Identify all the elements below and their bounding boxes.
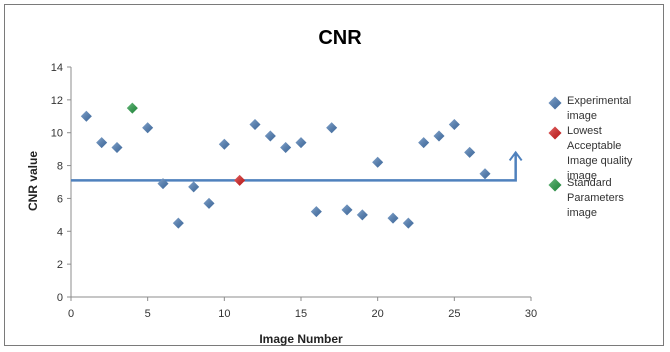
- data-point-experimental: [433, 130, 445, 142]
- legend-label: Parameters: [567, 192, 624, 204]
- y-tick-label: 4: [57, 226, 63, 238]
- legend-label: image: [567, 170, 597, 182]
- data-point-experimental: [402, 217, 414, 229]
- x-tick-label: 10: [218, 308, 230, 320]
- x-tick-label: 5: [145, 308, 151, 320]
- data-point-experimental: [157, 178, 169, 190]
- legend-label: image: [567, 207, 597, 219]
- data-point-experimental: [280, 142, 292, 153]
- data-point-experimental: [341, 204, 353, 216]
- axes-group: 0 2 4 6 8 10 12 14 0 5 10 15 20 25 30: [51, 62, 537, 320]
- chart-title: CNR: [318, 27, 362, 49]
- data-point-experimental: [310, 206, 322, 218]
- data-point-experimental: [172, 217, 184, 229]
- data-point-experimental: [142, 122, 154, 134]
- data-point-experimental: [479, 168, 491, 180]
- data-point-experimental: [111, 142, 123, 153]
- legend-label: Standard: [567, 177, 612, 189]
- data-point-experimental: [218, 138, 230, 150]
- data-point-experimental: [356, 209, 368, 221]
- legend-marker: [548, 126, 562, 140]
- chart-frame: [4, 4, 664, 346]
- legend-label: Acceptable: [567, 140, 621, 152]
- x-tick-label: 30: [525, 308, 537, 320]
- y-tick-label: 8: [57, 161, 63, 173]
- data-point-experimental: [418, 137, 430, 149]
- x-axis-label: Image Number: [259, 332, 343, 346]
- data-point-experimental: [80, 110, 92, 122]
- legend-label: Experimental: [567, 95, 631, 107]
- y-axis-label: CNR value: [26, 151, 40, 211]
- data-point-experimental: [372, 156, 384, 168]
- y-tick-label: 10: [51, 128, 63, 140]
- legend: Experimental image Lowest Acceptable Image q…: [548, 95, 633, 219]
- threshold-arrowhead: [508, 150, 523, 162]
- data-point-experimental: [96, 137, 108, 149]
- x-tick-label: 15: [295, 308, 307, 320]
- y-tick-label: 14: [51, 62, 63, 74]
- data-point-experimental: [249, 119, 261, 130]
- legend-label: Lowest: [567, 125, 602, 137]
- data-point-experimental: [326, 122, 338, 134]
- data-point-standard-parameters: [126, 102, 138, 114]
- y-tick-label: 6: [57, 193, 63, 205]
- legend-label: image: [567, 110, 597, 122]
- x-tick-label: 25: [448, 308, 460, 320]
- threshold-line: [71, 152, 517, 182]
- data-point-experimental: [448, 119, 460, 130]
- x-tick-label: 20: [372, 308, 384, 320]
- y-tick-label: 12: [51, 95, 63, 107]
- y-tick-label: 2: [57, 259, 63, 271]
- data-point-lowest-acceptable: [234, 174, 246, 186]
- data-point-experimental: [188, 181, 200, 193]
- data-marks: [71, 102, 523, 229]
- data-point-experimental: [387, 212, 399, 224]
- data-point-experimental: [464, 146, 476, 158]
- data-point-experimental: [264, 130, 276, 142]
- data-point-experimental: [295, 137, 307, 149]
- legend-label: Image quality: [567, 155, 633, 167]
- legend-marker: [548, 178, 562, 192]
- x-tick-label: 0: [68, 308, 74, 320]
- y-tick-label: 0: [57, 292, 63, 304]
- legend-marker: [548, 96, 562, 110]
- data-point-experimental: [203, 197, 215, 209]
